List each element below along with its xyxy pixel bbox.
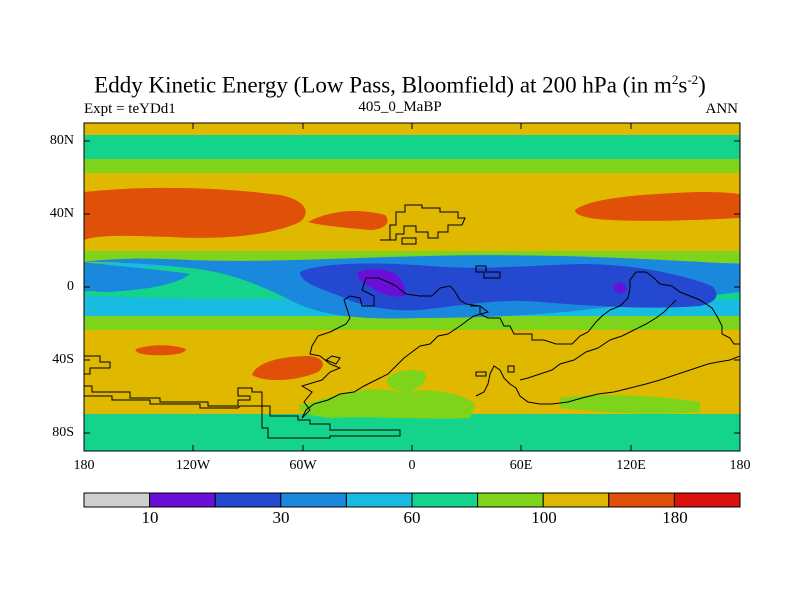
lightblue-band-west-tail bbox=[84, 262, 190, 292]
colorbar-segment-9 bbox=[673, 492, 741, 508]
coastline-africa-east bbox=[470, 271, 740, 345]
band-subtropic-south bbox=[84, 316, 740, 332]
colorbar-label-100: 100 bbox=[531, 508, 557, 527]
orange-core-south bbox=[252, 356, 323, 381]
lat-label-80s: 80S bbox=[52, 425, 74, 440]
band-teal-north bbox=[84, 135, 740, 159]
orange-tongue-north bbox=[308, 210, 388, 230]
green-blob-south bbox=[299, 389, 475, 419]
coastline-island bbox=[401, 237, 417, 245]
x-ticks-top bbox=[192, 123, 632, 129]
colorbar-segment-1 bbox=[149, 492, 216, 508]
lon-label-0: 0 bbox=[408, 458, 416, 473]
lon-label-120w: 120W bbox=[175, 458, 211, 473]
run-label: 405_0_MaBP bbox=[358, 99, 442, 115]
coastline-small-4 bbox=[507, 365, 515, 373]
x-ticks-bottom bbox=[83, 445, 741, 451]
orange-core-north-west bbox=[84, 187, 306, 240]
colorbar-segment-3 bbox=[280, 492, 347, 508]
colorbar-segment-2 bbox=[214, 492, 282, 508]
purple-core-indian bbox=[612, 282, 628, 294]
coastline-pacific bbox=[519, 299, 677, 381]
green-blob-pacific bbox=[560, 395, 700, 414]
coastline-small-2 bbox=[324, 355, 341, 365]
colorbar-segment-7 bbox=[542, 492, 610, 508]
coastline-south-america bbox=[300, 277, 490, 419]
lon-label-180e: 180 bbox=[729, 458, 751, 473]
green-blob-atlantic bbox=[386, 370, 426, 392]
band-teal-south bbox=[84, 414, 740, 451]
orange-spot-south-west bbox=[135, 345, 186, 356]
coastline-small-1 bbox=[475, 265, 501, 279]
blue-core-equator bbox=[300, 263, 717, 311]
band-lightgreen-north bbox=[84, 159, 740, 173]
colorbar-label-30: 30 bbox=[272, 508, 290, 527]
colorbar bbox=[83, 492, 741, 508]
purple-core-atlantic bbox=[357, 269, 406, 297]
colorbar-segment-8 bbox=[608, 492, 675, 508]
colorbar-label-180: 180 bbox=[662, 508, 688, 527]
lon-label-60e: 60E bbox=[509, 458, 533, 473]
colorbar-label-10: 10 bbox=[141, 508, 159, 527]
lat-label-40n: 40N bbox=[49, 206, 74, 221]
colorbar-segment-5 bbox=[411, 492, 479, 508]
coastline-mid-south bbox=[84, 355, 401, 439]
map-field bbox=[84, 123, 740, 451]
colorbar-segment-4 bbox=[345, 492, 413, 508]
map-frame bbox=[83, 122, 741, 452]
coastline-small-3 bbox=[475, 371, 487, 377]
lat-label-eq: 0 bbox=[67, 279, 74, 294]
colorbar-segment-0 bbox=[83, 492, 151, 508]
coastline-north bbox=[380, 204, 466, 241]
plot-title: Eddy Kinetic Energy (Low Pass, Bloomfiel… bbox=[94, 72, 706, 98]
colorbar-label-60: 60 bbox=[403, 508, 421, 527]
lat-label-80n: 80N bbox=[49, 133, 74, 148]
lon-label-60w: 60W bbox=[289, 458, 317, 473]
coastline-east-south bbox=[475, 355, 740, 405]
lon-label-180w: 180 bbox=[73, 458, 95, 473]
season-label: ANN bbox=[705, 101, 739, 117]
lat-label-40s: 40S bbox=[52, 352, 74, 367]
colorbar-segment-6 bbox=[477, 492, 544, 508]
y-ticks-left bbox=[84, 140, 90, 434]
lon-label-120e: 120E bbox=[616, 458, 646, 473]
coastlines bbox=[84, 204, 740, 439]
y-ticks-right bbox=[734, 140, 740, 434]
experiment-label: Expt = teYDd1 bbox=[84, 101, 176, 117]
orange-core-north-east bbox=[575, 192, 740, 221]
